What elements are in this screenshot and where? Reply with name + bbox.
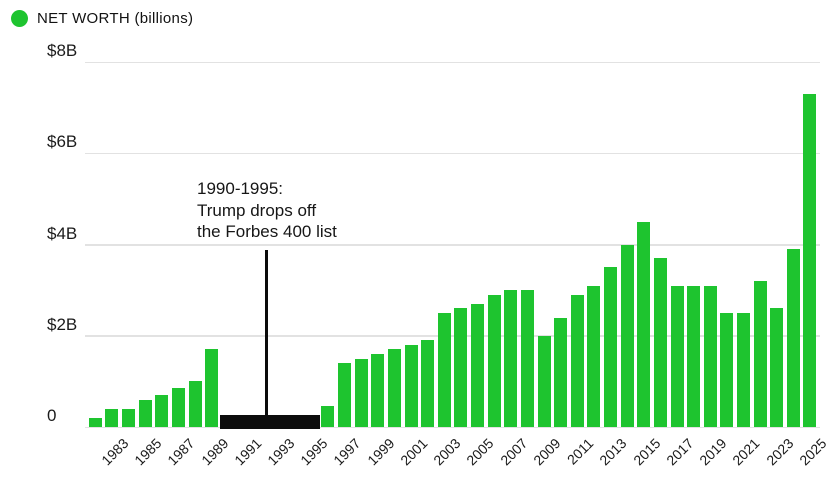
x-axis-label-2021: 2021 — [729, 435, 763, 469]
bar-2004 — [454, 308, 468, 427]
bar-2012 — [587, 285, 601, 427]
bar-2023 — [770, 308, 784, 427]
x-axis-label-1993: 1993 — [264, 435, 298, 469]
bar-2025 — [803, 93, 817, 427]
bar-1996 — [321, 406, 335, 427]
bar-1983 — [105, 408, 119, 427]
annotation-pointer-line — [265, 250, 268, 416]
x-axis-label-1989: 1989 — [197, 435, 231, 469]
bar-2002 — [421, 340, 435, 427]
legend-dot-icon — [11, 10, 28, 27]
legend: NET WORTH (billions) — [11, 10, 193, 27]
bar-2007 — [504, 290, 518, 427]
bar-2020 — [720, 312, 734, 427]
bar-2005 — [471, 303, 485, 427]
x-axis-label-2001: 2001 — [397, 435, 431, 469]
bar-2016 — [653, 258, 667, 427]
bar-2021 — [736, 312, 750, 427]
bar-2009 — [537, 335, 551, 427]
bar-2013 — [604, 267, 618, 427]
bar-1987 — [171, 388, 185, 427]
bar-1989 — [205, 349, 219, 427]
bar-1999 — [371, 354, 385, 427]
bar-1985 — [138, 399, 152, 427]
x-axis-label-2013: 2013 — [596, 435, 630, 469]
bar-1986 — [155, 395, 169, 427]
gridline-$8B — [85, 61, 820, 63]
x-axis-label-2009: 2009 — [530, 435, 564, 469]
bar-2024 — [786, 249, 800, 427]
x-axis-label-1995: 1995 — [297, 435, 331, 469]
x-axis-label-2017: 2017 — [662, 435, 697, 469]
y-axis-label-$2B: $2B — [47, 314, 78, 334]
gridline-$6B — [85, 152, 820, 155]
x-axis-label-1999: 1999 — [363, 435, 398, 469]
x-axis-label-1987: 1987 — [164, 435, 198, 469]
annotation-line-3: the Forbes 400 list — [197, 222, 337, 241]
x-axis-label-2005: 2005 — [463, 435, 497, 469]
gridline-$2B — [85, 335, 820, 337]
bar-1982 — [88, 417, 102, 427]
gridline-$4B — [85, 244, 820, 246]
bar-2011 — [570, 294, 584, 427]
annotation-line-1: 1990-1995: — [197, 179, 284, 198]
bar-2022 — [753, 281, 767, 427]
x-axis-label-1997: 1997 — [330, 435, 364, 469]
bar-2003 — [437, 312, 451, 427]
gridline-0 — [85, 426, 820, 428]
y-axis-label-$6B: $6B — [47, 132, 78, 152]
y-axis-label-$8B: $8B — [47, 41, 78, 60]
bar-2008 — [520, 290, 534, 427]
bar-2006 — [487, 294, 501, 427]
bar-1988 — [188, 381, 202, 427]
x-axis-label-2011: 2011 — [564, 435, 597, 468]
x-axis-label-1983: 1983 — [97, 435, 132, 469]
bar-2001 — [404, 344, 418, 427]
bar-2018 — [687, 285, 701, 427]
bar-2017 — [670, 285, 684, 427]
x-axis-label-2023: 2023 — [762, 435, 797, 469]
x-axis-label-2015: 2015 — [629, 435, 664, 469]
x-axis-label-2003: 2003 — [430, 435, 464, 469]
y-axis-label-0: 0 — [47, 406, 57, 425]
y-axis-label-$4B: $4B — [47, 223, 78, 243]
bar-2019 — [703, 285, 717, 427]
bar-1997 — [338, 363, 352, 427]
x-axis-label-1985: 1985 — [131, 435, 165, 469]
bar-2014 — [620, 244, 634, 427]
annotation-line-2: Trump drops off — [197, 200, 317, 220]
x-axis-label-2007: 2007 — [496, 435, 531, 469]
x-axis-label-2025: 2025 — [795, 435, 828, 469]
annotation-off-list: 1990-1995: Trump drops off the Forbes 40… — [197, 178, 337, 243]
x-axis-label-1991: 1991 — [230, 435, 265, 469]
bar-2010 — [554, 317, 568, 427]
x-axis-label-2019: 2019 — [696, 435, 730, 469]
bar-2015 — [637, 221, 651, 427]
off-list-marker — [219, 415, 320, 429]
bar-1998 — [354, 358, 368, 427]
bar-2000 — [387, 349, 401, 427]
bar-1984 — [122, 408, 136, 427]
legend-label: NET WORTH (billions) — [37, 10, 194, 27]
